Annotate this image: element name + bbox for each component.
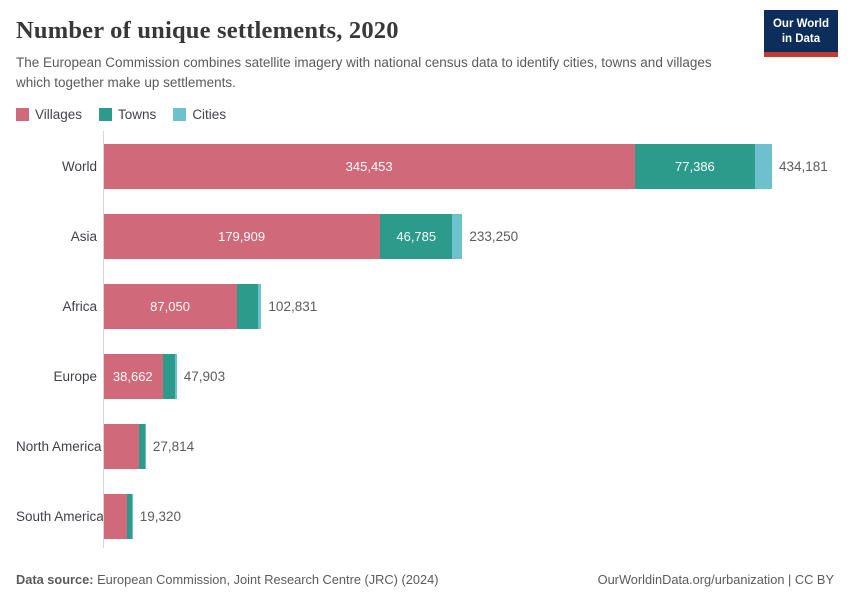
chart-subtitle: The European Commission combines satelli… [16,55,712,90]
data-source-label: Data source: [16,572,94,587]
chart-row-north-america: North America 27,814 [16,423,834,469]
bar-segment-towns-europe[interactable] [162,353,175,399]
bar-total-label-europe: 47,903 [183,368,226,384]
bar-value-label-towns-world: 77,386 [675,158,715,174]
bar-segment-towns-africa[interactable] [237,283,259,329]
bar-segment-towns-south-america[interactable] [126,493,133,539]
bar-asia: 179,909 46,785 [103,213,463,259]
footer: Data source: European Commission, Joint … [16,572,834,587]
bar-total-label-north-america: 27,814 [152,438,195,454]
bar-value-label-towns-asia: 46,785 [396,228,437,244]
cities-swatch-icon [173,107,187,121]
chart-row-world: World 345,453 77,386 434,181 [16,143,834,189]
stacked-bar-chart: World 345,453 77,386 434,181 Asia 179,909 46,7… [16,130,834,548]
bar-total-label-asia: 233,250 [469,228,519,244]
bar-segment-villages-south-america[interactable] [103,493,127,539]
owid-logo-line2: in Data [781,32,821,45]
data-source[interactable]: Data source: European Commission, Joint … [16,572,438,587]
y-axis-line [103,130,104,548]
legend-label-cities: Cities [192,106,227,122]
chart-title: Number of unique settlements, 2020 [16,17,399,44]
bar-segment-towns-north-america[interactable] [138,423,145,469]
legend-label-villages: Villages [35,106,83,122]
towns-swatch-icon [99,107,113,121]
bar-segment-villages-europe[interactable]: 38,662 [103,353,163,399]
bar-value-label-villages-europe: 38,662 [112,368,153,384]
bar-value-label-villages-africa: 87,050 [150,298,190,314]
owid-logo-line1: Our World [772,18,829,30]
credit-link[interactable]: OurWorldinData.org/urbanization | CC BY [597,572,834,587]
villages-swatch-icon [16,107,29,121]
bar-total-label-south-america: 19,320 [139,508,182,524]
bar-total-label-africa: 102,831 [268,298,318,314]
legend-item-villages[interactable]: Villages [16,107,82,122]
bar-segment-cities-europe[interactable] [174,353,177,399]
legend: Villages Towns Cities [16,107,834,122]
bar-segment-cities-africa[interactable] [258,283,262,329]
bar-segment-cities-world[interactable] [754,143,772,189]
bar-segment-villages-north-america[interactable] [103,423,139,469]
bar-segment-cities-north-america[interactable] [144,423,146,469]
bar-segment-villages-asia[interactable]: 179,909 [103,213,381,259]
row-label-europe: Europe [53,368,97,384]
bar-total-label-world: 434,181 [778,158,828,174]
bar-segment-cities-asia[interactable] [452,213,463,259]
owid-logo[interactable]: Our World in Data [763,10,838,57]
chart-row-europe: Europe 38,662 47,903 [16,353,834,399]
bar-north-america [103,423,146,469]
bar-africa: 87,050 [103,283,262,329]
data-source-text: European Commission, Joint Research Cent… [93,572,439,587]
row-label-asia: Asia [70,228,97,244]
bar-segment-towns-world[interactable]: 77,386 [635,143,755,189]
header: Number of unique settlements, 2020 The E… [16,10,838,93]
row-label-africa: Africa [62,298,97,314]
bar-segment-towns-asia[interactable]: 46,785 [380,213,453,259]
bar-value-label-villages-asia: 179,909 [218,228,266,244]
chart-row-africa: Africa 87,050 102,831 [16,283,834,329]
legend-label-towns: Towns [118,106,157,122]
bar-south-america [103,493,133,539]
row-label-south-america: South America [16,508,104,524]
row-label-north-america: North America [16,438,102,454]
row-label-world: World [61,158,97,174]
bar-segment-villages-africa[interactable]: 87,050 [103,283,238,329]
legend-item-towns[interactable]: Towns [99,107,156,122]
bar-europe: 38,662 [103,353,177,399]
chart-rows: World 345,453 77,386 434,181 Asia 179,909 46,7… [16,143,834,539]
legend-item-cities[interactable]: Cities [173,107,226,122]
bar-world: 345,453 77,386 [103,143,772,189]
chart-row-asia: Asia 179,909 46,785 233,250 [16,213,834,259]
bar-value-label-villages-world: 345,453 [345,158,393,174]
bar-segment-villages-world[interactable]: 345,453 [103,143,636,189]
chart-row-south-america: South America 19,320 [16,493,834,539]
